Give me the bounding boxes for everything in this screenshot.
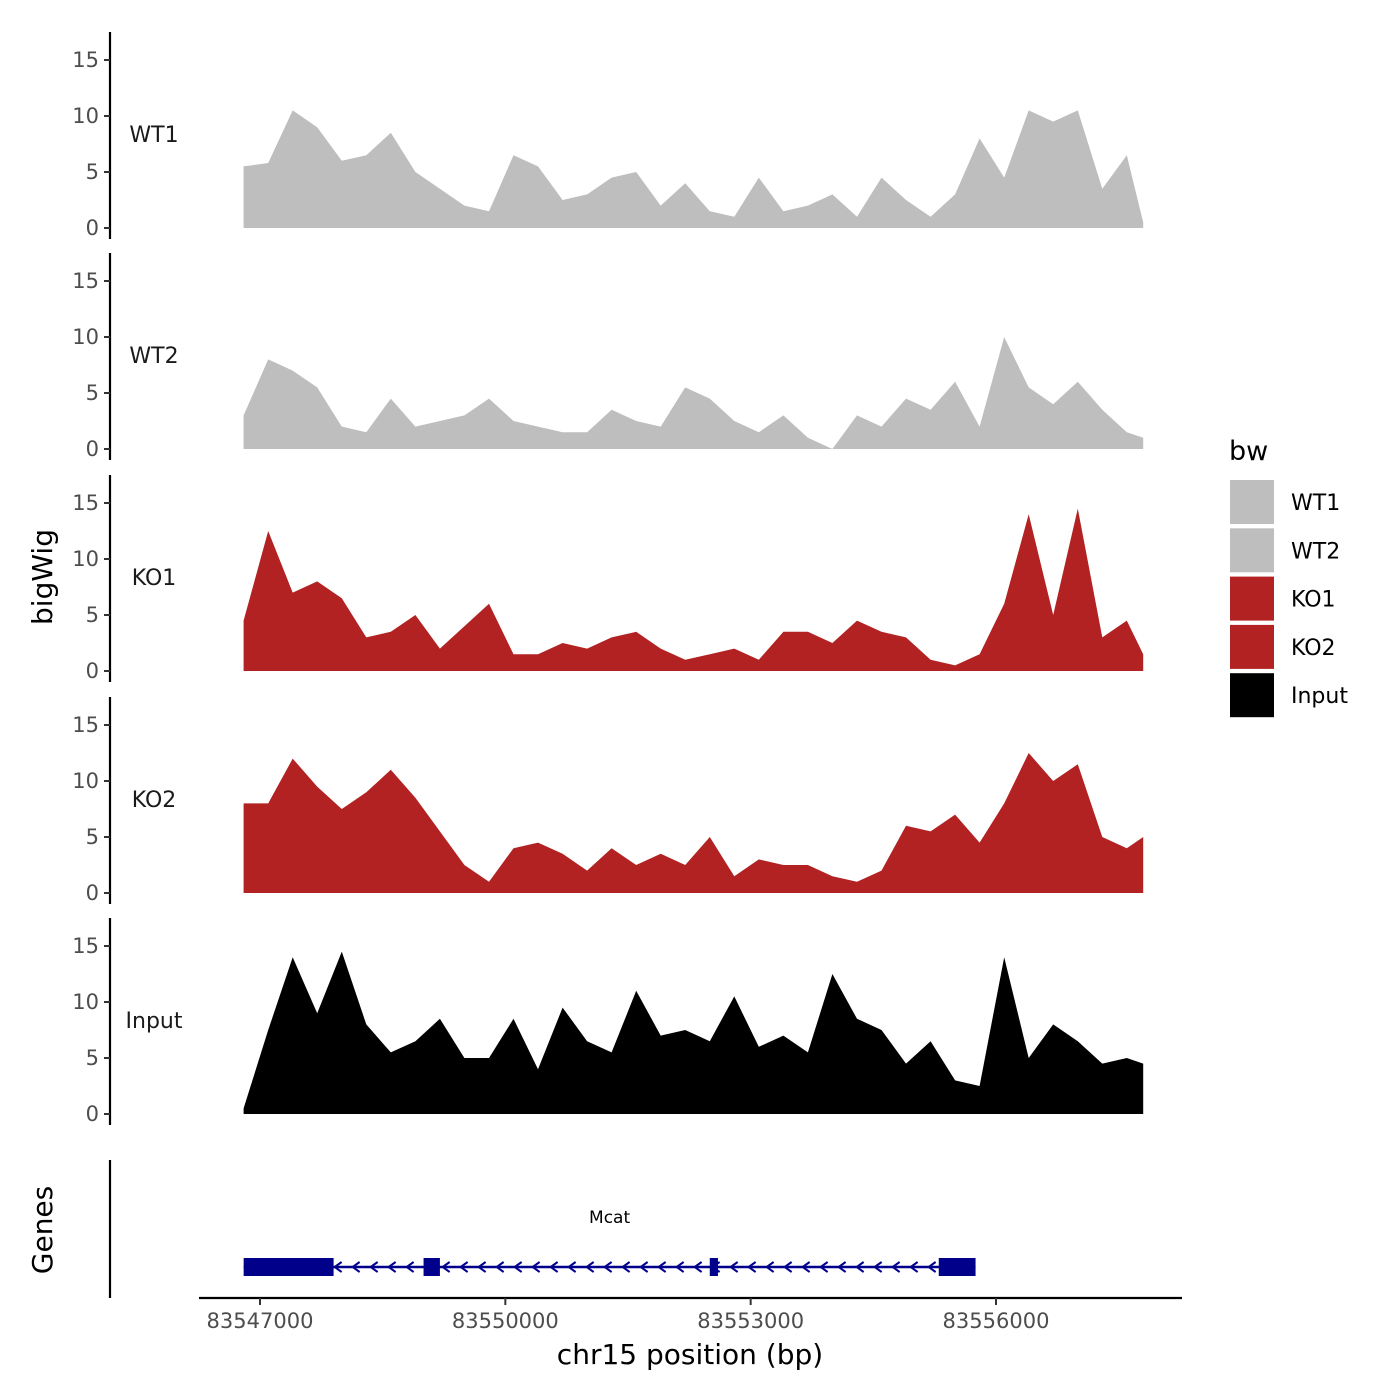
- track-label-input: Input: [126, 1009, 183, 1034]
- strand-arrow: [854, 1261, 865, 1273]
- track-input: 0 5 10 15 Input: [72, 918, 1144, 1126]
- gene-exon-3: [709, 1258, 718, 1276]
- legend-label-ko2: KO2: [1291, 636, 1336, 661]
- gene-exon-1: [243, 1258, 334, 1276]
- y-tick-label-ko2-15: 15: [72, 713, 99, 737]
- strand-arrow: [332, 1261, 343, 1273]
- y-tick-label-ko1-10: 10: [72, 547, 99, 571]
- y-tick-label-input-10: 10: [72, 990, 99, 1014]
- strand-arrow: [728, 1261, 739, 1273]
- strand-arrow: [602, 1261, 613, 1273]
- genes-axis-title: Genes: [26, 1186, 59, 1274]
- y-axis-title: bigWig: [26, 529, 59, 625]
- track-ko1: 0 5 10 15 KO1: [72, 475, 1144, 683]
- y-tick-label-wt1-0: 0: [86, 216, 99, 240]
- strand-arrow: [620, 1261, 631, 1273]
- gene-exon-4: [938, 1258, 976, 1276]
- strand-arrow: [656, 1261, 667, 1273]
- track-label-wt2: WT2: [129, 344, 178, 369]
- strand-arrow: [566, 1261, 577, 1273]
- area-ko1: [243, 508, 1144, 671]
- legend: bw WT1 WT2 KO1 KO2 Input: [1229, 436, 1348, 718]
- strand-arrow: [638, 1261, 649, 1273]
- area-wt1: [243, 110, 1144, 228]
- strand-arrow: [404, 1261, 415, 1273]
- strand-arrow: [512, 1261, 523, 1273]
- x-tick-label-83556000: 83556000: [943, 1309, 1050, 1333]
- strand-arrow: [386, 1261, 397, 1273]
- area-ko2: [243, 753, 1144, 893]
- area-input: [243, 951, 1144, 1114]
- legend-label-wt1: WT1: [1291, 491, 1340, 516]
- x-axis-title: chr15 position (bp): [557, 1338, 823, 1371]
- legend-label-ko1: KO1: [1291, 588, 1336, 613]
- strand-arrow: [800, 1261, 811, 1273]
- y-tick-label-ko2-10: 10: [72, 769, 99, 793]
- legend-label-wt2: WT2: [1291, 539, 1340, 564]
- legend-swatch-wt1: [1230, 480, 1274, 524]
- strand-arrow: [476, 1261, 487, 1273]
- strand-arrow: [494, 1261, 505, 1273]
- y-tick-label-ko1-5: 5: [86, 603, 99, 627]
- legend-title: bw: [1229, 436, 1268, 467]
- track-label-ko1: KO1: [132, 566, 177, 591]
- y-tick-label-input-5: 5: [86, 1046, 99, 1070]
- strand-arrow: [350, 1261, 361, 1273]
- bigwig-tracks: 0 5 10 15 WT1 0 5 10 15 WT2 0 5 10 15 KO1 0 5 10 15 KO2 0 5 10…: [72, 32, 1144, 1126]
- y-tick-label-ko2-0: 0: [86, 881, 99, 905]
- y-tick-label-input-15: 15: [72, 934, 99, 958]
- strand-arrow: [746, 1261, 757, 1273]
- strand-arrow: [584, 1261, 595, 1273]
- y-tick-label-ko1-0: 0: [86, 659, 99, 683]
- y-tick-label-ko1-15: 15: [72, 491, 99, 515]
- genes-panel: Mcat: [108, 1160, 976, 1298]
- x-tick-label-83547000: 83547000: [207, 1309, 314, 1333]
- y-tick-label-wt1-15: 15: [72, 48, 99, 72]
- legend-swatch-ko2: [1230, 624, 1274, 669]
- strand-arrow: [926, 1261, 937, 1273]
- strand-arrow: [368, 1261, 379, 1273]
- track-label-ko2: KO2: [132, 788, 177, 813]
- strand-arrow: [440, 1261, 451, 1273]
- strand-arrow: [548, 1261, 559, 1273]
- x-tick-label-83553000: 83553000: [697, 1309, 804, 1333]
- strand-arrow: [890, 1261, 901, 1273]
- y-tick-label-wt2-0: 0: [86, 437, 99, 461]
- legend-swatch-input: [1230, 673, 1274, 718]
- legend-swatch-wt2: [1230, 528, 1274, 573]
- strand-arrow: [764, 1261, 775, 1273]
- x-tick-label-83550000: 83550000: [452, 1309, 559, 1333]
- track-wt1: 0 5 10 15 WT1: [72, 32, 1144, 240]
- track-wt2: 0 5 10 15 WT2: [72, 253, 1144, 461]
- strand-arrow: [458, 1261, 469, 1273]
- strand-arrow: [692, 1261, 703, 1273]
- strand-arrow: [818, 1261, 829, 1273]
- strand-arrow: [674, 1261, 685, 1273]
- strand-arrow: [782, 1261, 793, 1273]
- track-ko2: 0 5 10 15 KO2: [72, 697, 1144, 905]
- strand-arrow: [872, 1261, 883, 1273]
- legend-label-input: Input: [1291, 684, 1348, 709]
- y-tick-label-wt2-10: 10: [72, 325, 99, 349]
- y-tick-label-wt1-5: 5: [86, 160, 99, 184]
- y-tick-label-ko2-5: 5: [86, 825, 99, 849]
- strand-arrow: [836, 1261, 847, 1273]
- track-label-wt1: WT1: [129, 123, 178, 148]
- y-tick-label-wt1-10: 10: [72, 104, 99, 128]
- legend-swatch-ko1: [1230, 576, 1274, 621]
- y-tick-label-wt2-5: 5: [86, 381, 99, 405]
- y-tick-label-input-0: 0: [86, 1102, 99, 1126]
- gene-exon-2: [423, 1258, 440, 1276]
- area-wt2: [243, 337, 1144, 449]
- y-tick-label-wt2-15: 15: [72, 269, 99, 293]
- x-axis: 83547000 83550000 83553000 83556000: [199, 1296, 1182, 1333]
- strand-arrow: [530, 1261, 541, 1273]
- gene-name-label: Mcat: [589, 1208, 630, 1228]
- strand-arrow: [908, 1261, 919, 1273]
